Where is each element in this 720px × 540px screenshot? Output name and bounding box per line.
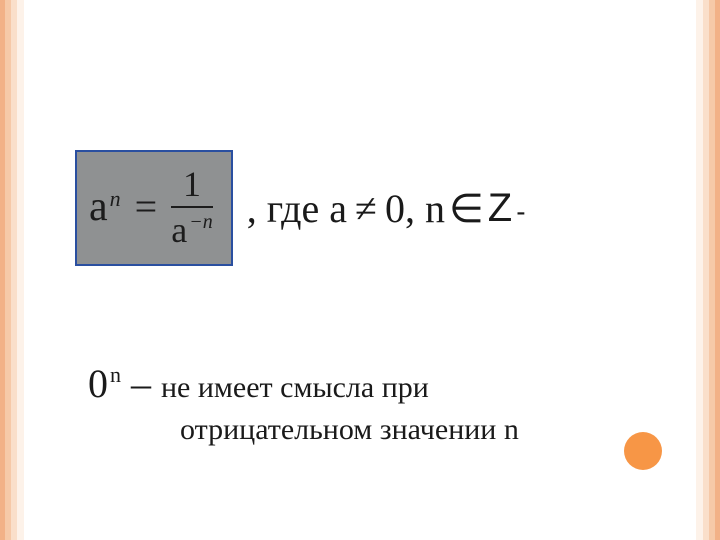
lhs-base: a — [89, 186, 108, 228]
neq-sign: ≠ — [355, 185, 377, 232]
accent-dot-icon — [624, 432, 662, 470]
zero-base: 0 — [88, 360, 108, 407]
equals-sign: = — [135, 187, 158, 227]
integer-set: Z — [488, 186, 512, 231]
numerator: 1 — [179, 166, 205, 206]
zero-exponent: n — [110, 362, 121, 388]
right-edge-decor — [696, 0, 720, 540]
note-line1: не имеет смысла при — [161, 371, 429, 404]
integer-set-subscript: - — [516, 196, 525, 228]
condition-text: , где a ≠ 0, n ∈ Z - — [247, 185, 526, 232]
denom-base: a — [171, 212, 187, 248]
lhs-exponent: n — [110, 188, 121, 210]
zero-power-n: 0 n — [88, 360, 121, 407]
denominator: a −n — [171, 208, 212, 248]
formula-box: a n = 1 a −n — [75, 150, 233, 266]
cond-zero: 0, — [385, 185, 415, 232]
formula-lhs: a n — [89, 186, 121, 228]
denom-exponent: −n — [189, 212, 213, 232]
left-edge-decor — [0, 0, 24, 540]
note-row: 0 n – не имеет смысла при отрицательном … — [88, 360, 668, 451]
cond-n: n — [425, 185, 445, 232]
note-dash: – — [131, 361, 151, 406]
fraction: 1 a −n — [171, 166, 212, 248]
element-of-icon: ∈ — [449, 185, 484, 232]
cond-prefix: , где a — [247, 185, 347, 232]
formula-row: a n = 1 a −n , где a ≠ 0, n ∈ Z - — [75, 150, 526, 266]
note-line2: отрицательном значении n — [180, 409, 668, 451]
slide-content: a n = 1 a −n , где a ≠ 0, n ∈ Z - — [60, 0, 660, 540]
